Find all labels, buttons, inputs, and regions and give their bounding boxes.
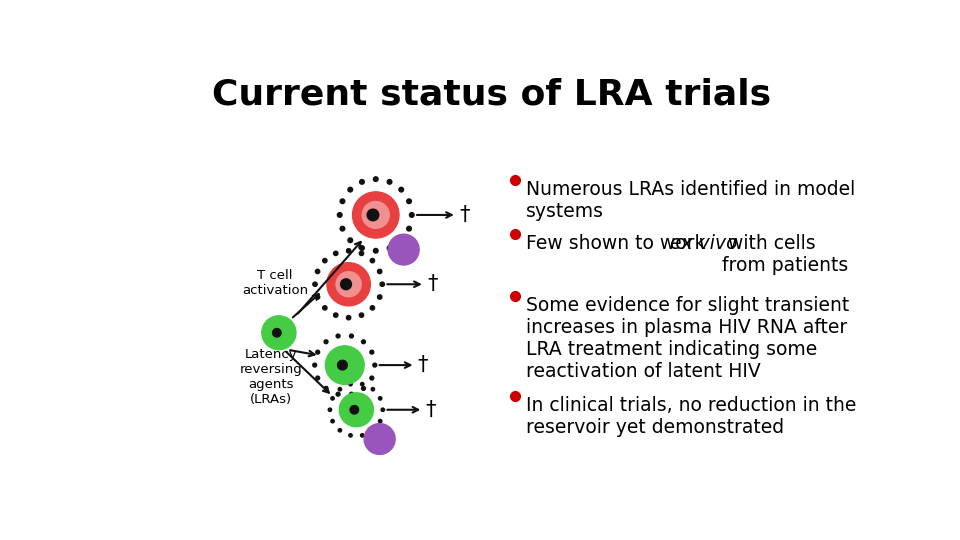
Circle shape	[371, 259, 374, 263]
Circle shape	[336, 272, 361, 297]
Circle shape	[370, 376, 373, 380]
Circle shape	[361, 434, 364, 437]
Circle shape	[316, 376, 320, 380]
Circle shape	[377, 269, 382, 274]
Circle shape	[273, 328, 281, 337]
Circle shape	[372, 363, 376, 367]
Text: In clinical trials, no reduction in the
reservoir yet demonstrated: In clinical trials, no reduction in the …	[526, 396, 856, 437]
Circle shape	[316, 269, 320, 274]
Text: †: †	[459, 205, 469, 225]
Text: Numerous LRAs identified in model
systems: Numerous LRAs identified in model system…	[526, 180, 855, 221]
Circle shape	[362, 340, 366, 343]
Text: Current status of LRA trials: Current status of LRA trials	[212, 77, 772, 111]
Circle shape	[370, 350, 373, 354]
Circle shape	[360, 246, 364, 251]
Circle shape	[341, 279, 351, 289]
Circle shape	[333, 313, 338, 318]
Circle shape	[359, 313, 364, 318]
Circle shape	[360, 180, 364, 184]
Circle shape	[313, 363, 317, 367]
Circle shape	[362, 201, 389, 228]
Circle shape	[399, 238, 403, 242]
Circle shape	[349, 334, 353, 338]
Circle shape	[377, 295, 382, 299]
Circle shape	[324, 387, 328, 390]
Circle shape	[350, 406, 359, 414]
Circle shape	[371, 306, 374, 310]
Circle shape	[378, 397, 382, 400]
Circle shape	[331, 420, 334, 423]
Circle shape	[348, 238, 352, 242]
Circle shape	[388, 234, 420, 265]
Circle shape	[337, 213, 342, 217]
Circle shape	[378, 420, 382, 423]
Circle shape	[333, 251, 338, 255]
Circle shape	[313, 282, 317, 286]
Circle shape	[347, 249, 350, 253]
Circle shape	[387, 180, 392, 184]
Circle shape	[367, 209, 379, 221]
Circle shape	[410, 213, 414, 217]
Circle shape	[387, 246, 392, 251]
Circle shape	[323, 259, 327, 263]
Circle shape	[364, 423, 396, 455]
Text: †: †	[425, 400, 436, 420]
Circle shape	[380, 282, 384, 286]
Circle shape	[359, 251, 364, 255]
Text: Some evidence for slight transient
increases in plasma HIV RNA after
LRA treatme: Some evidence for slight transient incre…	[526, 296, 850, 381]
Text: Latency
reversing
agents
(LRAs): Latency reversing agents (LRAs)	[240, 348, 302, 406]
Circle shape	[372, 388, 374, 391]
Circle shape	[362, 387, 366, 390]
Circle shape	[372, 429, 374, 432]
Circle shape	[316, 350, 320, 354]
Circle shape	[407, 226, 412, 231]
Text: ex vivo: ex vivo	[670, 234, 737, 253]
Circle shape	[340, 226, 345, 231]
Text: †: †	[427, 274, 438, 294]
Circle shape	[352, 192, 399, 238]
Circle shape	[328, 408, 331, 411]
Circle shape	[347, 315, 350, 320]
Circle shape	[339, 393, 373, 427]
Circle shape	[399, 187, 403, 192]
Circle shape	[373, 248, 378, 253]
Circle shape	[336, 334, 340, 338]
Circle shape	[338, 388, 342, 391]
Circle shape	[338, 429, 342, 432]
Text: T cell
activation: T cell activation	[242, 269, 308, 296]
Circle shape	[348, 382, 352, 386]
Circle shape	[348, 187, 352, 192]
Circle shape	[407, 199, 412, 204]
Circle shape	[336, 392, 340, 396]
Circle shape	[324, 340, 328, 343]
Circle shape	[327, 262, 371, 306]
Text: Few shown to work: Few shown to work	[526, 234, 711, 253]
Circle shape	[325, 346, 364, 384]
Circle shape	[316, 295, 320, 299]
Circle shape	[349, 392, 353, 396]
Circle shape	[262, 316, 296, 350]
Circle shape	[361, 382, 364, 386]
Circle shape	[348, 434, 352, 437]
Circle shape	[331, 397, 334, 400]
Text: with cells
from patients: with cells from patients	[722, 234, 849, 275]
Circle shape	[381, 408, 385, 411]
Circle shape	[373, 177, 378, 181]
Text: †: †	[418, 355, 428, 375]
Circle shape	[338, 360, 348, 370]
Circle shape	[323, 306, 327, 310]
Circle shape	[340, 199, 345, 204]
